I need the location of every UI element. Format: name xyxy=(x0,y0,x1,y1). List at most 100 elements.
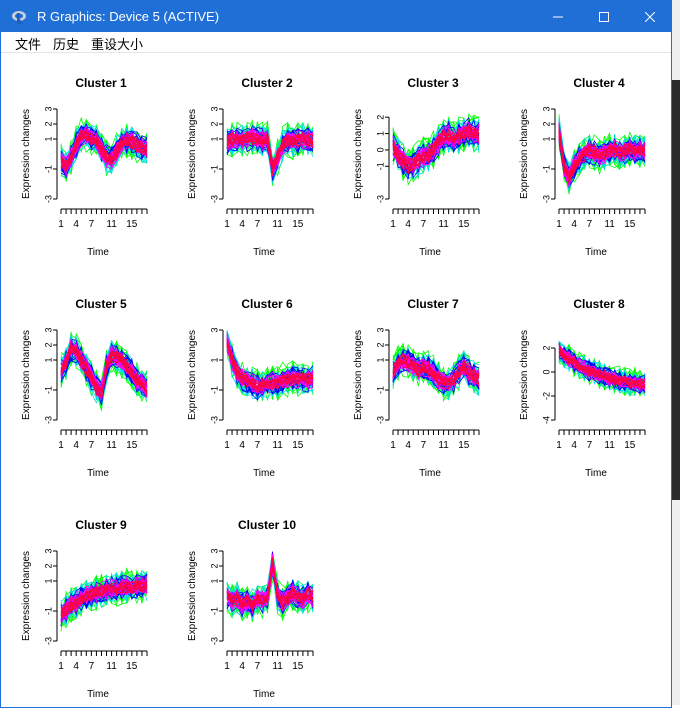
x-tick-label: 15 xyxy=(292,440,304,451)
y-tick-label: 3 xyxy=(209,327,219,332)
series-line xyxy=(226,345,314,388)
window-title: R Graphics: Device 5 (ACTIVE) xyxy=(37,9,220,24)
series-line xyxy=(226,130,314,164)
x-tick-label: 15 xyxy=(292,661,304,672)
y-axis: -3 -1 1 2 3 Expression changes xyxy=(187,548,224,645)
x-tick-label: 15 xyxy=(458,219,470,230)
cluster-title: Cluster 3 xyxy=(407,76,459,90)
y-axis-label: Expression changes xyxy=(21,109,32,199)
y-axis-label: Expression changes xyxy=(187,330,198,420)
series-line xyxy=(60,131,148,172)
x-tick-label: 15 xyxy=(126,219,138,230)
cluster-title: Cluster 1 xyxy=(75,76,127,90)
y-tick-label: -2 xyxy=(541,392,551,400)
series-line xyxy=(558,350,646,386)
y-tick-label: -1 xyxy=(209,607,219,615)
y-tick-label: 3 xyxy=(541,106,551,111)
menu-resize[interactable]: 重设大小 xyxy=(91,38,144,53)
title-bar[interactable]: R Graphics: Device 5 (ACTIVE) xyxy=(1,1,671,32)
x-tick-label: 1 xyxy=(224,219,230,230)
series-line xyxy=(60,350,148,391)
minimize-icon xyxy=(553,16,563,17)
expression-lines xyxy=(226,551,314,622)
series-line xyxy=(226,132,314,171)
x-tick-label: 1 xyxy=(58,661,64,672)
r-graphics-window: R Graphics: Device 5 (ACTIVE) 文件 历史 重设大小… xyxy=(0,0,672,708)
x-tick-label: 1 xyxy=(224,661,230,672)
x-tick-label: 1 xyxy=(390,440,396,451)
x-axis-label: Time xyxy=(87,689,109,700)
x-axis-label: Time xyxy=(253,689,275,700)
series-line xyxy=(226,339,314,392)
x-axis-label: Time xyxy=(253,468,275,479)
series-line xyxy=(226,562,314,607)
y-tick-label: 1 xyxy=(209,578,219,583)
y-axis: -3 -1 1 2 3 Expression changes xyxy=(187,106,224,203)
minimize-button[interactable] xyxy=(535,1,581,32)
x-tick-label: 1 xyxy=(390,219,396,230)
x-tick-label: 7 xyxy=(255,219,261,230)
series-line xyxy=(558,130,646,179)
y-axis: -3 -1 1 2 3 Expression changes xyxy=(353,327,390,424)
x-tick-label: 11 xyxy=(106,219,117,230)
close-button[interactable] xyxy=(627,1,673,32)
series-line xyxy=(392,356,480,386)
series-line xyxy=(60,575,148,624)
menu-history[interactable]: 历史 xyxy=(53,38,80,53)
background-window-right-edge xyxy=(672,80,680,500)
menu-file[interactable]: 文件 xyxy=(15,38,42,53)
y-tick-label: -3 xyxy=(209,416,219,424)
series-line xyxy=(60,578,148,611)
y-tick-label: 3 xyxy=(43,327,53,332)
y-tick-label: -1 xyxy=(43,386,53,394)
expression-lines xyxy=(226,118,314,186)
x-axis-label: Time xyxy=(419,247,441,258)
y-tick-label: 1 xyxy=(43,578,53,583)
x-axis-label: Time xyxy=(87,468,109,479)
y-axis: -3 -1 1 2 3 Expression changes xyxy=(519,106,556,203)
maximize-icon xyxy=(599,11,609,22)
x-axis: 1 4 7 11 15 Time xyxy=(556,429,646,479)
cluster-panel-8: Cluster 8 -4 -2 0 2 Expression changes 1 4 7 11 15… xyxy=(519,297,646,479)
y-tick-label: 1 xyxy=(375,131,385,136)
x-tick-label: 7 xyxy=(89,440,95,451)
close-icon xyxy=(645,11,655,22)
y-tick-label: 3 xyxy=(209,548,219,553)
expression-lines xyxy=(558,340,646,397)
x-tick-label: 7 xyxy=(587,219,593,230)
maximize-button[interactable] xyxy=(581,1,627,32)
series-line xyxy=(60,132,148,170)
x-axis: 1 4 7 11 15 Time xyxy=(224,208,314,258)
y-tick-label: 2 xyxy=(541,121,551,126)
x-axis-label: Time xyxy=(419,468,441,479)
y-tick-label: 0 xyxy=(375,147,385,152)
cluster-title: Cluster 10 xyxy=(238,518,296,532)
y-tick-label: 1 xyxy=(375,357,385,362)
series-line xyxy=(392,354,480,388)
x-axis-label: Time xyxy=(585,468,607,479)
x-tick-label: 4 xyxy=(239,440,245,451)
x-tick-label: 11 xyxy=(106,661,117,672)
x-tick-label: 7 xyxy=(587,440,593,451)
x-tick-label: 4 xyxy=(73,219,79,230)
x-tick-label: 4 xyxy=(571,219,577,230)
x-tick-label: 11 xyxy=(438,440,449,451)
expression-lines xyxy=(60,331,148,411)
series-line xyxy=(558,352,646,386)
series-line xyxy=(60,581,148,611)
x-tick-label: 7 xyxy=(89,661,95,672)
x-tick-label: 4 xyxy=(405,219,411,230)
x-tick-label: 4 xyxy=(73,440,79,451)
expression-lines xyxy=(558,114,646,195)
y-tick-label: 2 xyxy=(209,121,219,126)
x-tick-label: 15 xyxy=(292,219,304,230)
series-line xyxy=(60,128,148,166)
plot-canvas: Cluster 1 -3 -1 1 2 3 Expression changes 1 4 7 11 1… xyxy=(9,53,665,705)
series-line xyxy=(60,130,148,168)
